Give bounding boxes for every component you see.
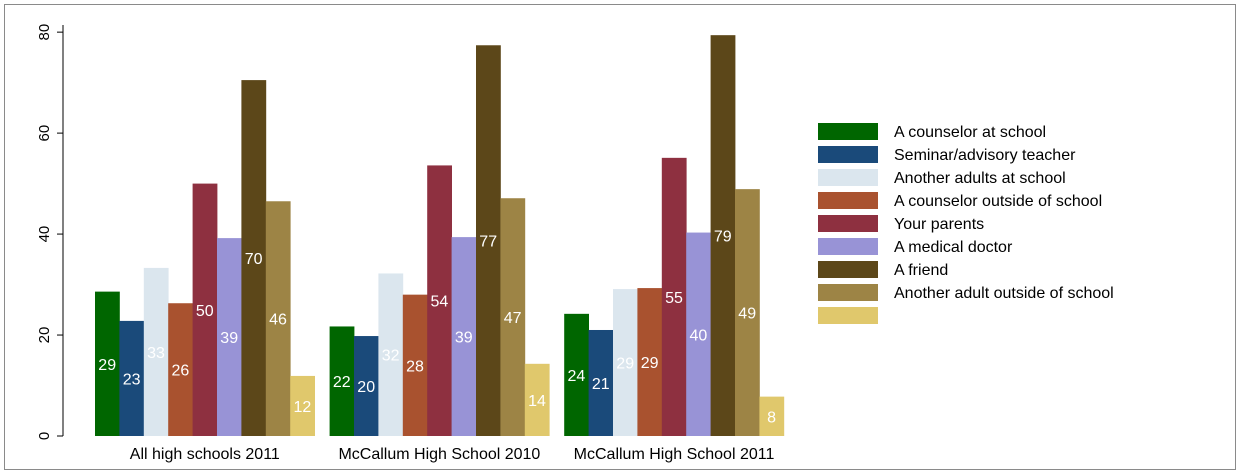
legend-swatch	[818, 284, 878, 301]
y-tick-label: 80	[36, 24, 53, 41]
bar-value-label: 21	[592, 376, 610, 393]
bars: 29 23 33 26 50 39 70 46 12 22 20 32 28 54 39 77 47 14 24 21…	[95, 35, 785, 437]
bar-value-label: 12	[294, 399, 312, 416]
x-category-label: All high schools 2011	[130, 446, 280, 463]
y-tick-label: 20	[36, 327, 53, 344]
bar-value-label: 50	[196, 303, 214, 320]
bar	[329, 326, 355, 436]
bar-value-label: 29	[616, 356, 634, 373]
bar	[759, 396, 785, 436]
bar-value-label: 23	[123, 371, 141, 388]
bar	[168, 303, 193, 436]
bar	[241, 80, 267, 436]
bar	[427, 165, 452, 436]
bar-value-label: 39	[455, 330, 473, 347]
legend-label: A medical doctor	[894, 239, 1013, 256]
bar-value-label: 8	[767, 409, 776, 426]
legend-label: A counselor outside of school	[894, 193, 1102, 210]
bar-value-label: 24	[568, 368, 586, 385]
bar	[119, 320, 145, 436]
bar-chart: 0 20 40 60 80 29 23 33 26 50 39 70 46 12 22 20 32 28 54 39…	[36, 24, 1114, 463]
y-tick-label: 0	[36, 432, 53, 440]
y-tick-label: 60	[36, 125, 53, 142]
legend-label: Your parents	[894, 216, 984, 233]
bar-value-label: 14	[528, 393, 546, 410]
bar	[192, 183, 218, 436]
legend-label: Another adult outside of school	[894, 285, 1114, 302]
bar-value-label: 77	[479, 234, 497, 251]
legend-label: A counselor at school	[894, 124, 1046, 141]
legend-swatch	[818, 238, 878, 255]
bar	[378, 273, 404, 436]
bar-value-label: 29	[98, 357, 116, 374]
bar-value-label: 79	[714, 229, 732, 246]
bar	[613, 289, 638, 436]
bar	[710, 35, 736, 436]
legend-swatch	[818, 215, 878, 232]
bar	[476, 45, 501, 437]
bar-value-label: 70	[245, 251, 263, 268]
bar	[735, 189, 760, 436]
bar	[402, 294, 428, 436]
bar	[588, 329, 614, 436]
legend: A counselor at school Seminar/advisory te…	[818, 123, 1114, 324]
bar	[524, 363, 550, 436]
legend-label: Another adults at school	[894, 170, 1066, 187]
bar	[686, 232, 711, 436]
y-axis: 0 20 40 60 80	[36, 24, 64, 440]
bar	[354, 336, 379, 436]
bar-value-label: 22	[333, 374, 351, 391]
bar-value-label: 55	[665, 290, 683, 307]
bar-value-label: 54	[431, 294, 449, 311]
x-category-label: McCallum High School 2011	[574, 446, 775, 463]
bar-value-label: 40	[690, 327, 708, 344]
bar-value-label: 39	[220, 330, 238, 347]
legend-swatch	[818, 307, 878, 324]
bar	[265, 201, 291, 436]
bar-value-label: 46	[269, 312, 287, 329]
legend-swatch	[818, 261, 878, 278]
legend-label: Seminar/advisory teacher	[894, 147, 1076, 164]
bar	[500, 198, 526, 436]
x-category-label: McCallum High School 2010	[338, 446, 540, 463]
bar-value-label: 32	[382, 348, 400, 365]
bar	[637, 288, 663, 436]
bar	[451, 237, 477, 436]
chart-frame: 0 20 40 60 80 29 23 33 26 50 39 70 46 12 22 20 32 28 54 39…	[4, 4, 1236, 470]
legend-swatch	[818, 146, 878, 163]
bar-value-label: 28	[406, 358, 424, 375]
bar	[143, 267, 169, 436]
bar	[661, 157, 687, 436]
bar	[564, 313, 589, 436]
bar	[217, 238, 242, 436]
bar	[290, 375, 315, 436]
legend-swatch	[818, 123, 878, 140]
y-tick-label: 40	[36, 226, 53, 243]
bar-value-label: 20	[357, 379, 375, 396]
bar-value-label: 47	[504, 310, 522, 327]
bar-value-label: 49	[738, 306, 756, 323]
x-axis-labels: All high schools 2011 McCallum High Schoo…	[130, 446, 775, 463]
legend-label: A friend	[894, 262, 948, 279]
bar	[95, 291, 120, 436]
bar-value-label: 33	[147, 345, 165, 362]
legend-swatch	[818, 169, 878, 186]
bar-value-label: 26	[172, 363, 190, 380]
legend-swatch	[818, 192, 878, 209]
bar-value-label: 29	[641, 355, 659, 372]
